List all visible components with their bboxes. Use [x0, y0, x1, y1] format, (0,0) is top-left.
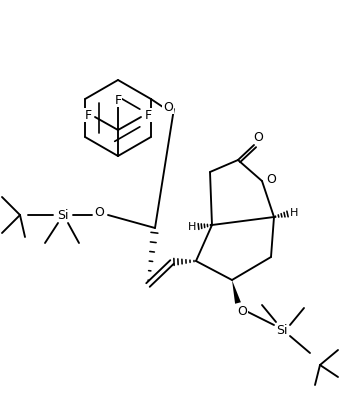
Text: F: F — [84, 109, 92, 122]
Text: H: H — [188, 222, 196, 232]
Text: F: F — [144, 109, 152, 122]
Text: O: O — [163, 101, 173, 114]
Text: Si: Si — [276, 323, 288, 336]
Polygon shape — [232, 280, 241, 304]
Text: H: H — [290, 208, 298, 218]
Text: F: F — [115, 93, 121, 106]
Text: O: O — [253, 130, 263, 143]
Text: O: O — [237, 305, 247, 318]
Text: O: O — [94, 205, 104, 218]
Text: O: O — [266, 173, 276, 186]
Text: Si: Si — [57, 209, 69, 222]
